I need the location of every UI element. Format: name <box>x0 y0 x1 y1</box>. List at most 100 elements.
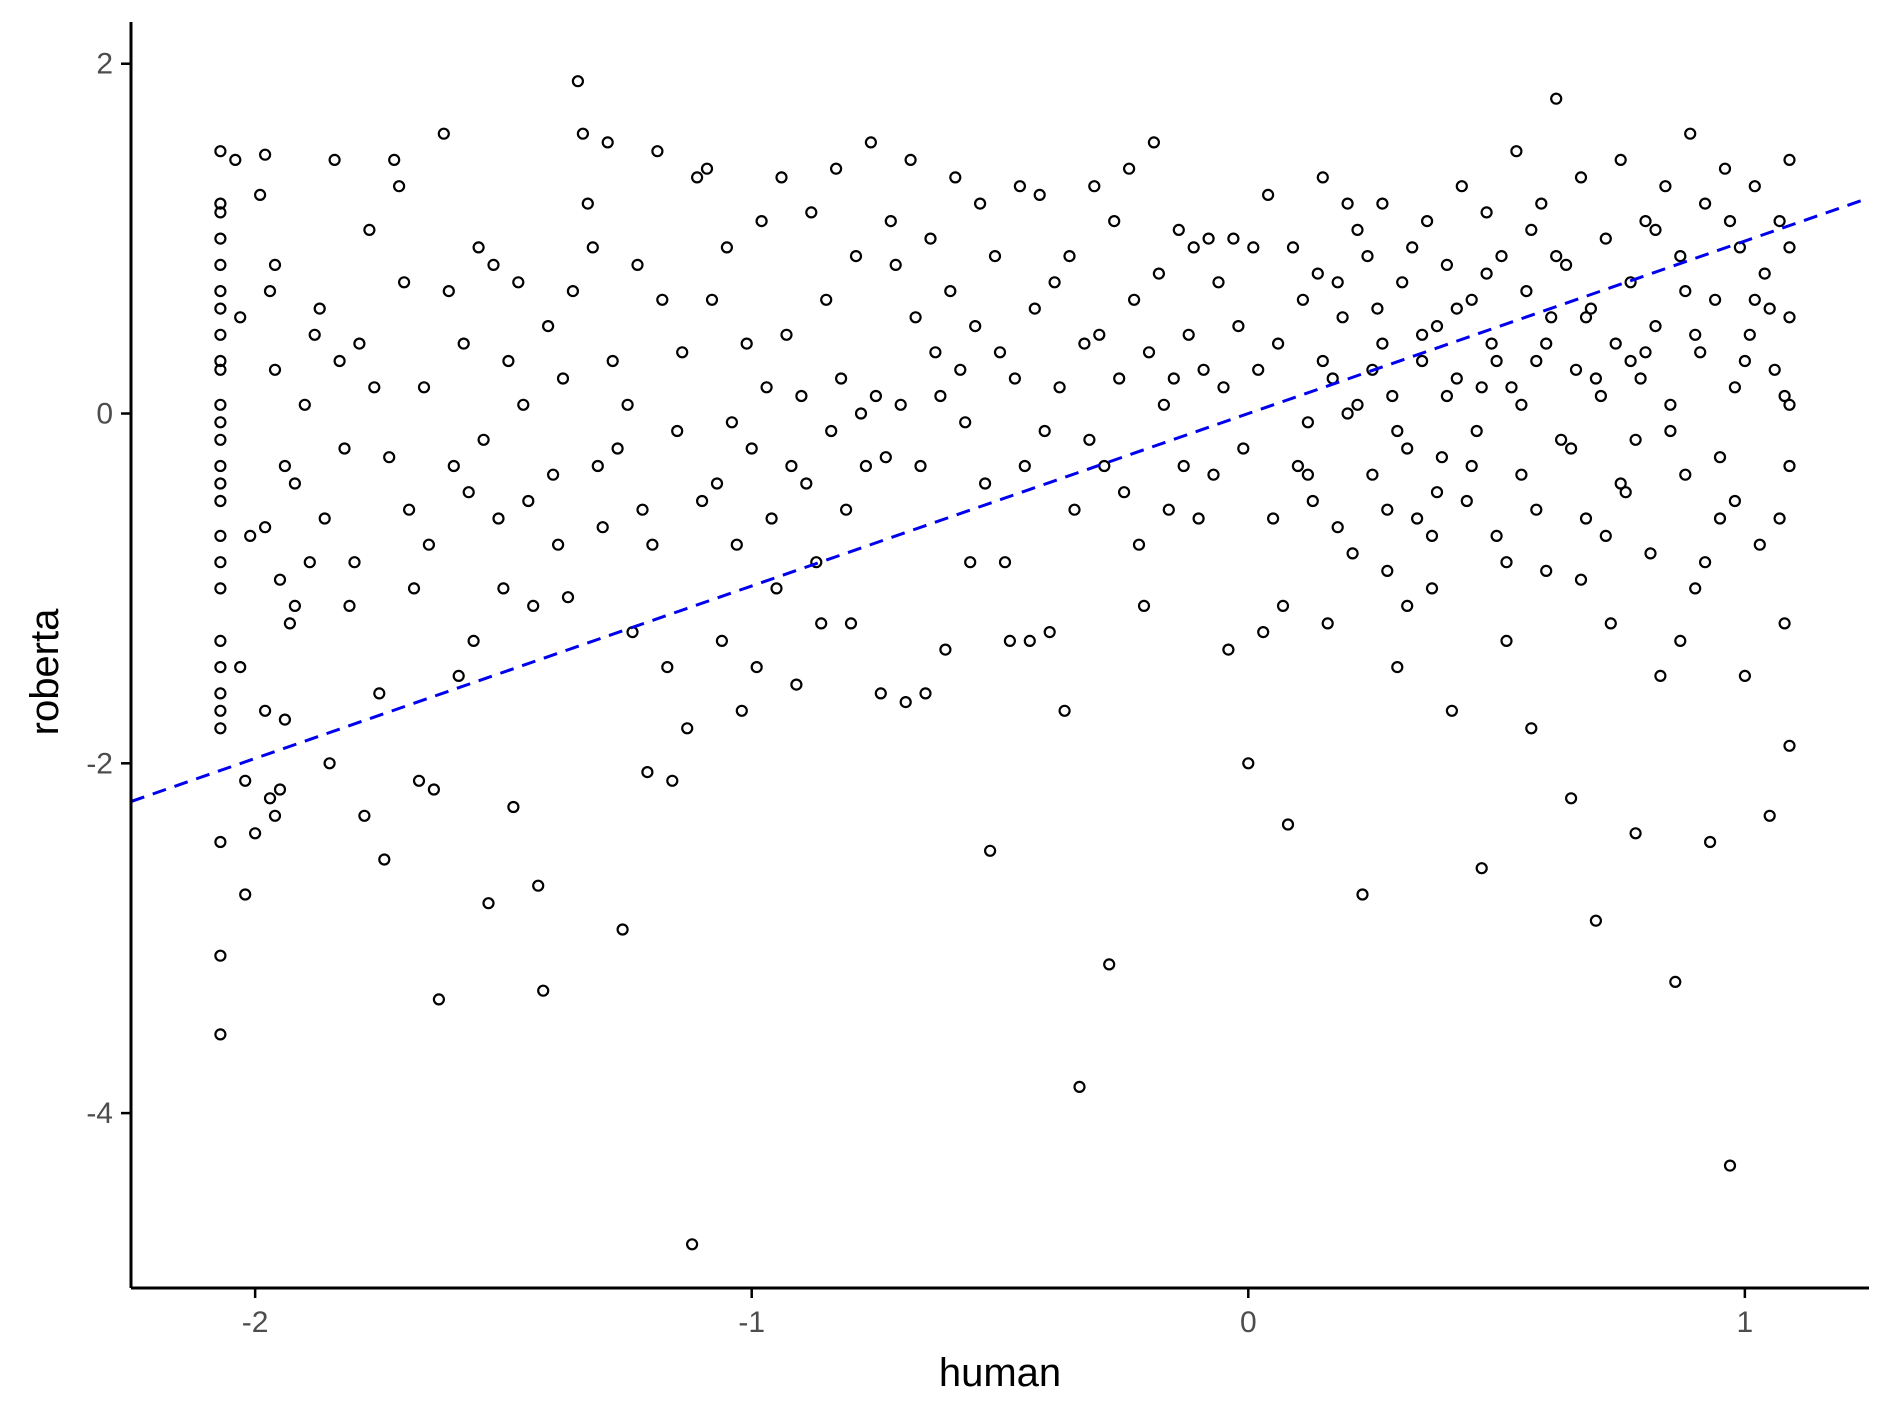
data-point <box>214 529 227 543</box>
data-point <box>1639 215 1652 228</box>
data-point <box>512 276 525 289</box>
data-point <box>368 381 381 394</box>
data-point <box>1117 486 1131 499</box>
data-point <box>1629 433 1642 446</box>
data-point <box>1694 346 1707 359</box>
data-point <box>273 783 287 796</box>
data-point <box>214 582 227 595</box>
data-point <box>214 634 227 648</box>
data-point <box>636 503 649 516</box>
data-point <box>447 459 460 473</box>
data-point <box>1415 354 1429 368</box>
data-point <box>1346 547 1359 560</box>
data-point <box>1361 250 1374 263</box>
data-point <box>1545 311 1558 324</box>
data-point <box>1525 722 1538 735</box>
data-point <box>214 556 227 569</box>
data-point <box>894 398 907 411</box>
data-point <box>1535 197 1548 210</box>
data-point <box>437 127 450 140</box>
data-point <box>1197 363 1210 376</box>
data-point <box>1093 328 1106 341</box>
data-point <box>959 416 972 429</box>
data-point <box>278 713 291 726</box>
data-point <box>1579 512 1593 525</box>
data-point <box>939 643 952 656</box>
data-point <box>1664 398 1677 411</box>
data-point <box>854 407 868 420</box>
data-point <box>497 582 510 595</box>
data-point <box>527 599 540 613</box>
data-point <box>1540 337 1553 350</box>
x-tick-label: 1 <box>1737 1306 1754 1339</box>
data-point <box>924 232 937 245</box>
data-point <box>1783 311 1796 324</box>
y-tick-label: 2 <box>96 48 113 81</box>
data-point <box>482 897 495 910</box>
data-point <box>998 556 1012 569</box>
data-point <box>1440 389 1454 403</box>
data-point <box>1783 153 1796 166</box>
data-point <box>1078 337 1091 350</box>
data-point <box>1401 442 1414 455</box>
data-point <box>829 162 843 175</box>
data-point <box>1103 958 1116 971</box>
data-point <box>681 722 694 735</box>
data-point <box>1554 433 1568 446</box>
data-point <box>412 774 426 787</box>
data-point <box>1356 888 1369 901</box>
data-point <box>1401 599 1414 613</box>
data-point <box>1698 197 1712 210</box>
data-point <box>1301 468 1315 481</box>
data-point <box>1301 416 1315 429</box>
data-point <box>1773 512 1786 525</box>
data-point <box>214 477 227 490</box>
data-point <box>1783 459 1796 473</box>
trend-line <box>131 196 1869 803</box>
data-point <box>1227 232 1240 245</box>
data-point <box>407 582 421 595</box>
data-point <box>1713 451 1727 464</box>
data-point <box>214 459 227 473</box>
data-point <box>432 993 445 1006</box>
x-axis-title: human <box>939 1351 1061 1395</box>
data-point <box>338 442 351 455</box>
data-point <box>929 346 942 359</box>
data-point <box>641 765 654 779</box>
data-point <box>1440 258 1454 271</box>
data-point <box>1689 328 1702 341</box>
data-point <box>1147 136 1161 149</box>
data-point <box>606 354 619 368</box>
data-point <box>1684 127 1697 140</box>
data-point <box>537 984 550 997</box>
data-point <box>720 241 734 254</box>
data-point <box>1480 267 1493 280</box>
data-point <box>214 302 227 315</box>
data-point <box>964 556 977 569</box>
data-point <box>735 704 748 717</box>
data-point <box>780 328 793 341</box>
data-point <box>685 1238 699 1251</box>
data-point <box>1639 346 1652 359</box>
data-point <box>1624 276 1637 289</box>
data-point <box>1748 293 1761 306</box>
data-point <box>1515 468 1528 481</box>
data-point <box>363 223 376 236</box>
data-point <box>969 320 982 333</box>
data-point <box>1723 215 1737 228</box>
data-point <box>452 669 465 683</box>
data-point <box>522 494 535 508</box>
data-point <box>1783 398 1796 411</box>
data-point <box>1599 232 1612 245</box>
data-point <box>214 722 227 735</box>
data-point <box>1351 398 1364 411</box>
data-point <box>676 346 689 359</box>
data-point <box>214 354 227 368</box>
data-point <box>864 136 878 149</box>
data-point <box>532 879 545 892</box>
data-point <box>1589 914 1603 927</box>
data-point <box>239 888 252 901</box>
data-point <box>1286 241 1300 254</box>
data-point <box>790 678 803 691</box>
